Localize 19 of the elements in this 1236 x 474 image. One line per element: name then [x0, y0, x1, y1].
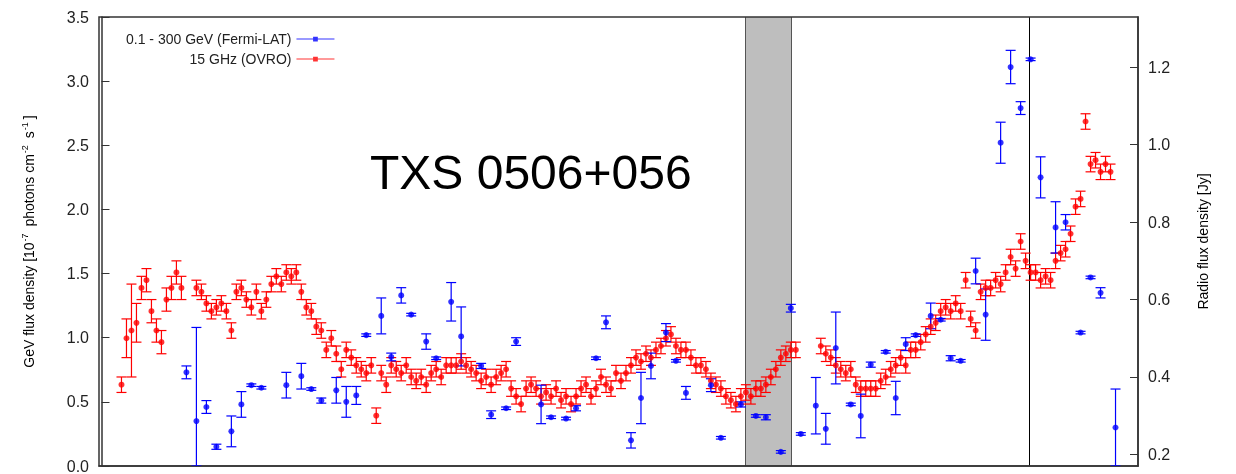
y-tick-label: 2.5	[66, 136, 90, 154]
y-tick-label: 1.5	[66, 265, 90, 283]
y-tick-label: 1.0	[66, 329, 90, 347]
y2-tick-label: 1.0	[1148, 136, 1171, 154]
y-tick-label: 0.0	[66, 457, 90, 474]
legend-label: 15 GHz (OVRO)	[189, 51, 292, 67]
y2-tick-label: 0.8	[1148, 213, 1171, 231]
legend-label: 0.1 - 300 GeV (Fermi-LAT)	[126, 31, 292, 47]
y-tick-label: 2.0	[66, 200, 90, 218]
annotation: TXS 0506+056	[370, 145, 692, 199]
y-tick-label: 3.5	[66, 8, 90, 26]
y2-axis-title: Radio flux density [Jy]	[1195, 173, 1211, 310]
y2-tick-label: 0.4	[1148, 368, 1171, 386]
y-axis-title: GeV flux density [10-7 photons cm-2 s-1]	[19, 115, 37, 368]
y-tick-label: 0.5	[66, 393, 90, 411]
y-tick-label: 3.0	[66, 72, 90, 90]
y2-tick-label: 1.2	[1148, 58, 1171, 76]
y2-tick-label: 0.2	[1148, 445, 1171, 463]
y2-tick-label: 0.6	[1148, 291, 1171, 309]
